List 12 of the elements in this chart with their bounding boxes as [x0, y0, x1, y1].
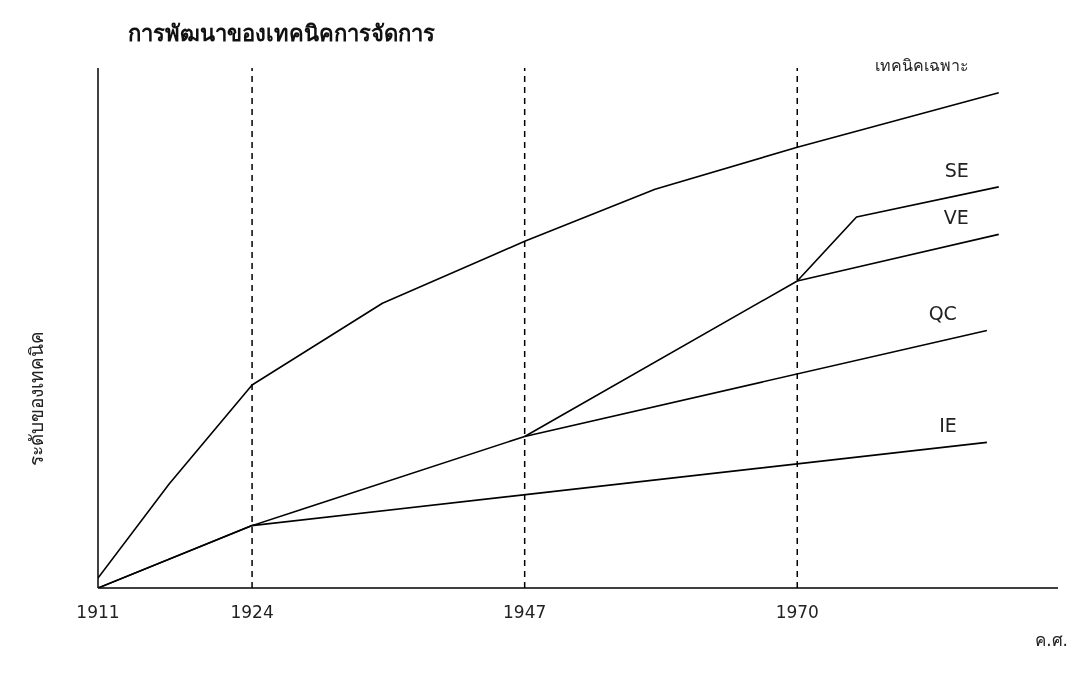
- x-tick-label: 1911: [76, 602, 120, 623]
- chart-title: การพัฒนาของเทคนิคการจัดการ: [128, 20, 435, 48]
- series-label: QC: [928, 302, 957, 325]
- series-label: เทคนิคเฉพาะ: [874, 55, 969, 75]
- x-axis-title: ค.ศ.: [1035, 629, 1068, 652]
- series-label: SE: [944, 158, 969, 181]
- series-label: IE: [939, 414, 957, 437]
- x-tick-label: 1947: [503, 602, 547, 623]
- y-axis-title: ระดับของเทคนิค: [24, 330, 48, 466]
- x-tick-label: 1970: [775, 602, 819, 623]
- series-label: VE: [943, 206, 969, 229]
- x-tick-label: 1924: [230, 602, 274, 623]
